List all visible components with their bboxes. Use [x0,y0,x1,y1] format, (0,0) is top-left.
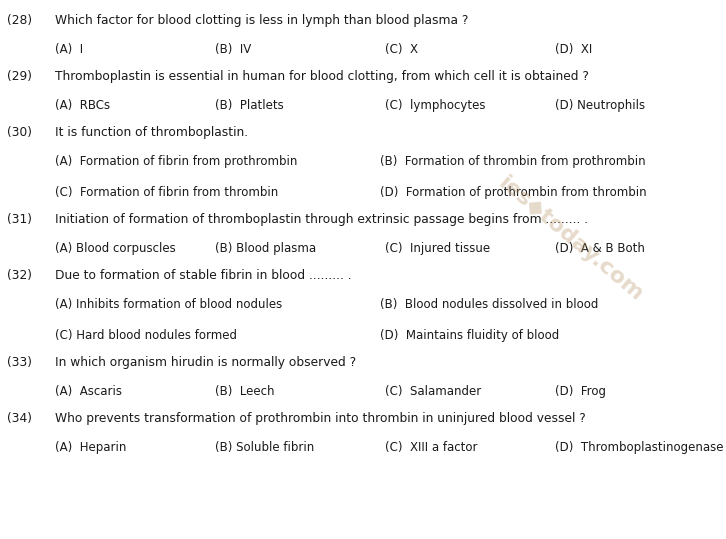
Text: (A)  RBCs: (A) RBCs [55,99,110,112]
Text: Due to formation of stable fibrin in blood ......... .: Due to formation of stable fibrin in blo… [55,269,351,282]
Text: Who prevents transformation of prothrombin into thrombin in uninjured blood vess: Who prevents transformation of prothromb… [55,412,586,425]
Text: (28): (28) [7,14,32,27]
Text: Initiation of formation of thromboplastin through extrinsic passage begins from : Initiation of formation of thromboplasti… [55,213,588,226]
Text: (D)  A & B Both: (D) A & B Both [555,242,645,255]
Text: (B)  IV: (B) IV [215,43,251,56]
Text: It is function of thromboplastin.: It is function of thromboplastin. [55,126,248,139]
Text: (D)  XI: (D) XI [555,43,592,56]
Text: (D)  Maintains fluidity of blood: (D) Maintains fluidity of blood [380,329,559,342]
Text: (C)  Formation of fibrin from thrombin: (C) Formation of fibrin from thrombin [55,186,278,199]
Text: (D)  Frog: (D) Frog [555,385,606,398]
Text: (D)  Formation of prothrombin from thrombin: (D) Formation of prothrombin from thromb… [380,186,647,199]
Text: (B)  Blood nodules dissolved in blood: (B) Blood nodules dissolved in blood [380,298,598,311]
Text: ies◆today.com: ies◆today.com [494,173,646,305]
Text: (B)  Platlets: (B) Platlets [215,99,284,112]
Text: (33): (33) [7,356,32,369]
Text: (B)  Formation of thrombin from prothrombin: (B) Formation of thrombin from prothromb… [380,155,645,168]
Text: (C)  X: (C) X [385,43,418,56]
Text: (C)  XIII a factor: (C) XIII a factor [385,441,478,454]
Text: (A)  Ascaris: (A) Ascaris [55,385,122,398]
Text: Thromboplastin is essential in human for blood clotting, from which cell it is o: Thromboplastin is essential in human for… [55,70,589,83]
Text: (D)  Thromboplastinogenase: (D) Thromboplastinogenase [555,441,724,454]
Text: (A) Blood corpuscles: (A) Blood corpuscles [55,242,176,255]
Text: In which organism hirudin is normally observed ?: In which organism hirudin is normally ob… [55,356,356,369]
Text: (A) Inhibits formation of blood nodules: (A) Inhibits formation of blood nodules [55,298,282,311]
Text: Which factor for blood clotting is less in lymph than blood plasma ?: Which factor for blood clotting is less … [55,14,468,27]
Text: (32): (32) [7,269,32,282]
Text: (30): (30) [7,126,32,139]
Text: (A)  I: (A) I [55,43,83,56]
Text: (29): (29) [7,70,32,83]
Text: (C)  Injured tissue: (C) Injured tissue [385,242,490,255]
Text: (A)  Formation of fibrin from prothrombin: (A) Formation of fibrin from prothrombin [55,155,298,168]
Text: (B) Soluble fibrin: (B) Soluble fibrin [215,441,314,454]
Text: (B)  Leech: (B) Leech [215,385,274,398]
Text: (C)  Salamander: (C) Salamander [385,385,481,398]
Text: (C)  lymphocytes: (C) lymphocytes [385,99,486,112]
Text: (B) Blood plasma: (B) Blood plasma [215,242,316,255]
Text: (C) Hard blood nodules formed: (C) Hard blood nodules formed [55,329,237,342]
Text: (D) Neutrophils: (D) Neutrophils [555,99,645,112]
Text: (34): (34) [7,412,32,425]
Text: (31): (31) [7,213,32,226]
Text: (A)  Heparin: (A) Heparin [55,441,126,454]
